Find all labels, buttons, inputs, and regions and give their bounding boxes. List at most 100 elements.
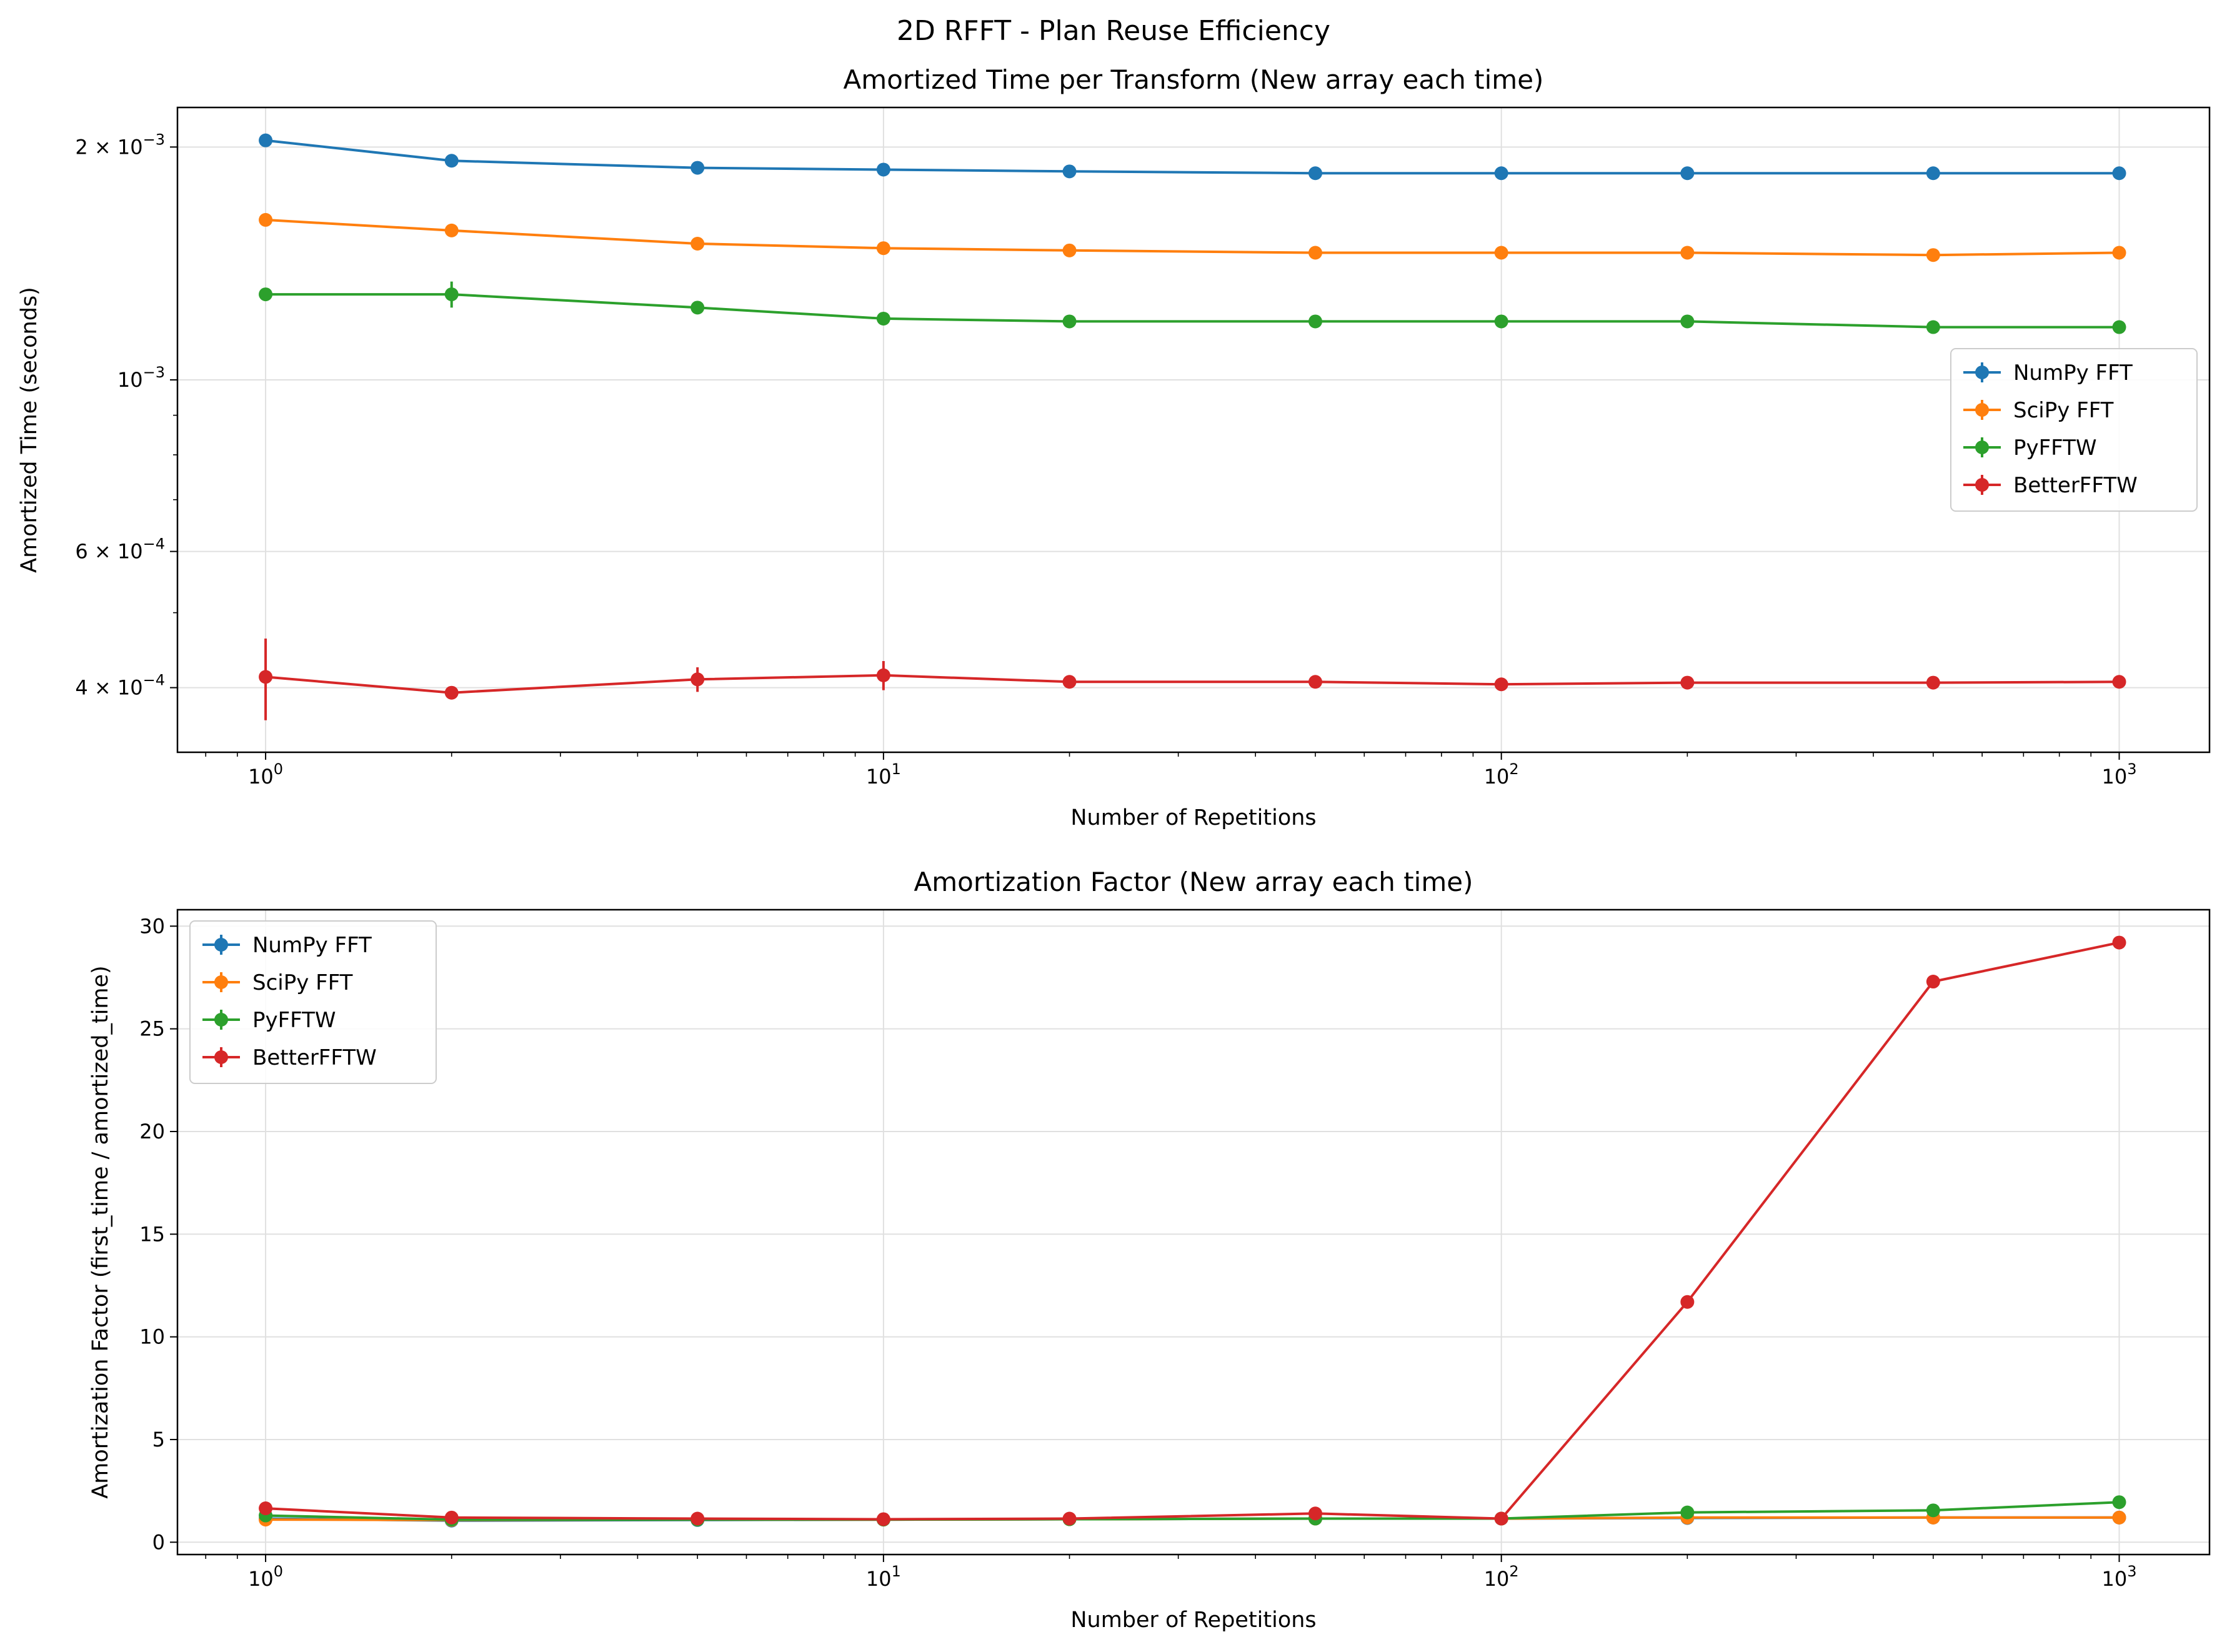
y-tick-label: 2 × 10−3 <box>75 131 165 159</box>
data-point <box>876 241 890 256</box>
data-point <box>1926 975 1940 989</box>
data-point <box>1308 1506 1323 1521</box>
data-point <box>259 212 273 227</box>
data-point <box>690 672 705 687</box>
data-point <box>690 161 705 175</box>
top-chart: Amortized Time per Transform (New array … <box>17 64 2211 830</box>
x-tick-label: 100 <box>248 760 283 789</box>
bottom-chart-series <box>259 935 2126 1528</box>
legend-item[interactable]: NumPy FFT <box>1963 361 2133 386</box>
data-point <box>1494 677 1508 692</box>
x-tick-label: 102 <box>1484 1563 1519 1591</box>
legend-item[interactable]: SciPy FFT <box>1963 398 2114 423</box>
data-point <box>2112 675 2126 689</box>
legend-item[interactable]: BetterFFTW <box>202 1045 377 1070</box>
y-tick-label: 4 × 10−4 <box>75 672 165 700</box>
data-point <box>444 223 459 237</box>
y-tick-label: 10 <box>139 1325 165 1349</box>
data-point <box>1926 166 1940 181</box>
x-tick-label: 101 <box>866 760 901 789</box>
legend-label: BetterFFTW <box>252 1045 377 1070</box>
suptitle: 2D RFFT - Plan Reuse Efficiency <box>897 15 1330 47</box>
series-scipy <box>259 212 2126 262</box>
data-point <box>2112 246 2126 260</box>
data-point <box>2112 1495 2126 1510</box>
data-point <box>876 162 890 177</box>
legend-label: BetterFFTW <box>2013 473 2138 498</box>
y-tick-label: 15 <box>139 1222 165 1246</box>
y-tick-label: 20 <box>139 1120 165 1143</box>
data-point <box>1062 314 1077 329</box>
bottom-chart-legend[interactable]: NumPy FFT SciPy FFT PyFFTW BetterFFTW <box>189 920 437 1084</box>
y-tick-label: 30 <box>139 914 165 938</box>
top-chart-xlabel: Number of Repetitions <box>1070 805 1316 830</box>
data-point <box>690 1511 705 1526</box>
data-point <box>1308 314 1323 329</box>
legend-item[interactable]: PyFFTW <box>202 1008 336 1033</box>
data-point <box>2112 320 2126 334</box>
series-line <box>265 139 2120 175</box>
top-chart-ylabel: Amortized Time (seconds) <box>17 287 42 573</box>
data-point <box>444 287 459 302</box>
legend-item[interactable]: SciPy FFT <box>202 970 353 995</box>
legend-label: NumPy FFT <box>252 933 372 958</box>
legend-marker <box>214 938 228 952</box>
x-tick-label: 103 <box>2102 760 2137 789</box>
data-point <box>1062 675 1077 689</box>
data-point <box>1308 166 1323 181</box>
legend-item[interactable]: BetterFFTW <box>1963 473 2138 498</box>
data-point <box>1680 246 1695 260</box>
bottom-chart-ylabel: Amortization Factor (first_time / amorti… <box>88 965 113 1498</box>
data-point <box>2112 166 2126 181</box>
x-tick-label: 103 <box>2102 1563 2137 1591</box>
data-point <box>259 670 273 684</box>
bottom-chart-xlabel: Number of Repetitions <box>1070 1608 1316 1633</box>
bottom-chart-grid <box>177 910 2210 1555</box>
legend-marker <box>1975 478 1989 492</box>
series-pyfftw <box>259 281 2126 334</box>
data-point <box>259 133 273 147</box>
data-point <box>2112 1510 2126 1525</box>
y-tick-label: 10−3 <box>117 364 165 392</box>
data-point <box>1494 246 1508 260</box>
legend-marker <box>214 975 228 989</box>
data-point <box>1680 1295 1695 1309</box>
top-chart-ticks: 100 101 102 103 2 × 10−3 10−3 6 × 10−4 4 × 10−4 <box>75 131 2136 789</box>
legend-item[interactable]: NumPy FFT <box>202 933 372 958</box>
data-point <box>1680 1505 1695 1520</box>
legend-label: PyFFTW <box>2013 435 2097 460</box>
data-point <box>876 311 890 326</box>
bottom-chart-title: Amortization Factor (New array each time… <box>914 867 1473 897</box>
data-point <box>690 301 705 315</box>
data-point <box>1494 166 1508 181</box>
data-point <box>1926 675 1940 690</box>
data-point <box>1062 164 1077 179</box>
series-betterfftw <box>259 638 2126 720</box>
y-tick-label: 6 × 10−4 <box>75 535 165 564</box>
bottom-chart-ticks: 100 101 102 103 0 5 10 15 20 25 30 <box>139 914 2136 1591</box>
data-point <box>259 287 273 302</box>
series-line <box>265 218 2120 257</box>
y-tick-label: 0 <box>152 1530 165 1554</box>
legend-box <box>189 920 437 1084</box>
top-chart-grid <box>177 107 2210 752</box>
data-point <box>1062 1511 1077 1526</box>
legend-item[interactable]: PyFFTW <box>1963 435 2097 460</box>
data-point <box>2112 935 2126 950</box>
top-chart-frame <box>176 106 2211 754</box>
top-chart-legend[interactable]: NumPy FFT SciPy FFT PyFFTW BetterFFTW <box>1950 348 2198 512</box>
x-tick-label: 101 <box>866 1563 901 1591</box>
legend-marker <box>1975 366 1989 379</box>
top-chart-title: Amortized Time per Transform (New array … <box>844 64 1544 95</box>
series-betterfftw <box>259 935 2126 1526</box>
series-line <box>265 674 2120 694</box>
legend-label: PyFFTW <box>252 1008 336 1033</box>
data-point <box>444 1510 459 1525</box>
data-point <box>444 685 459 700</box>
data-point <box>1680 314 1695 329</box>
legend-marker <box>214 1013 228 1027</box>
data-point <box>1308 675 1323 689</box>
data-point <box>1680 675 1695 690</box>
